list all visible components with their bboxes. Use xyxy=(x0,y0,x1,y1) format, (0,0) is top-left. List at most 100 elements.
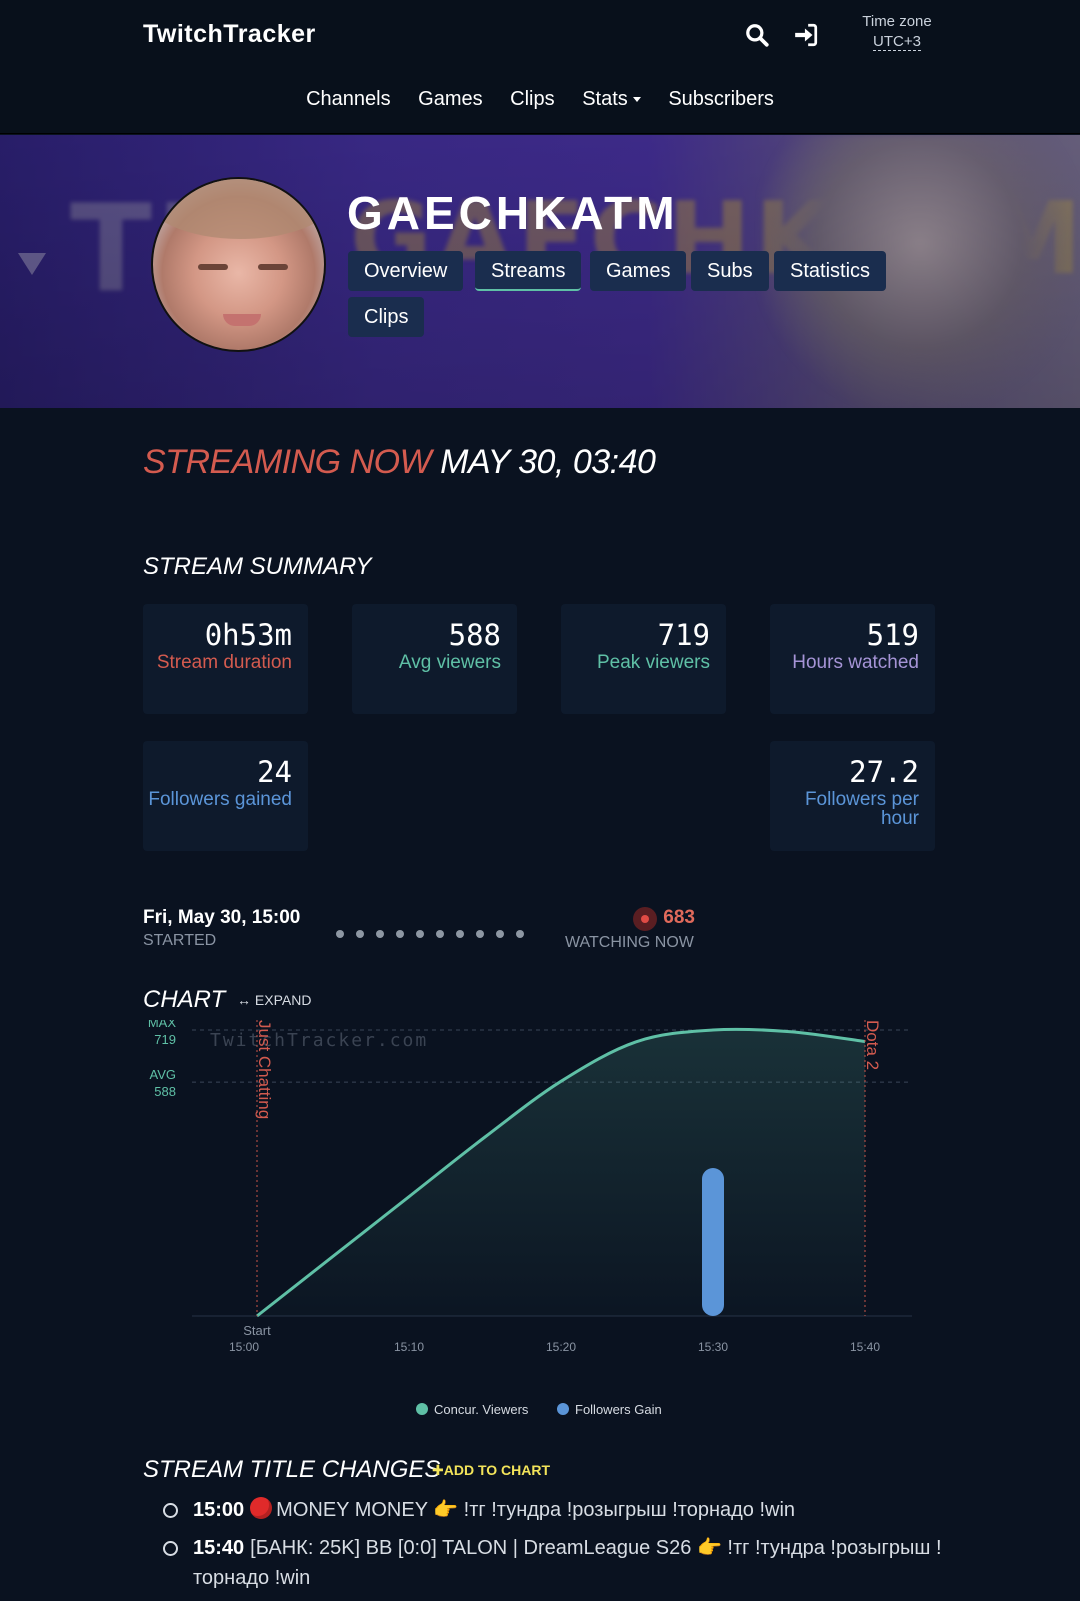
tab-statistics[interactable]: Statistics xyxy=(774,251,887,291)
x-tick-label: 15:40 xyxy=(850,1340,880,1354)
timeline-dot xyxy=(416,930,424,938)
timezone-value[interactable]: UTC+3 xyxy=(873,33,921,51)
stat-value: 0h53m xyxy=(204,618,292,652)
stream-date: MAY 30, 03:40 xyxy=(440,443,656,481)
timeline-dot xyxy=(376,930,384,938)
timeline-dots xyxy=(336,925,536,943)
timezone-label: Time zone xyxy=(862,13,932,30)
chart-heading: CHART xyxy=(143,986,226,1013)
tab-games[interactable]: Games xyxy=(590,251,687,291)
x-tick-label: 15:10 xyxy=(394,1340,424,1354)
stat-value: 27.2 xyxy=(849,755,919,789)
title-text: MONEY MONEY 👉 !тг !тундра !розыгрыш !тор… xyxy=(276,1499,796,1521)
stat-card-hours-watched: 519 Hours watched xyxy=(770,604,935,714)
title-time: 15:00 xyxy=(193,1499,245,1521)
max-value: 719 xyxy=(154,1032,176,1047)
legend-swatch xyxy=(557,1403,569,1415)
expand-label: EXPAND xyxy=(254,992,312,1008)
tab-clips[interactable]: Clips xyxy=(348,297,425,337)
list-item: 15:40 [БАНК: 25K] BB [0:0] TALON | DreamL… xyxy=(163,1533,943,1593)
started-label: STARTED xyxy=(143,932,217,949)
timezone-selector[interactable]: Time zone UTC+3 xyxy=(852,13,942,51)
expand-arrows-icon: ↔ xyxy=(237,992,251,1008)
banner-triangle-shape xyxy=(18,253,46,275)
avg-label: AVG xyxy=(150,1067,177,1082)
timeline-dot xyxy=(336,930,344,938)
avatar-eye-left xyxy=(198,264,228,270)
x-tick-label: 15:30 xyxy=(698,1340,728,1354)
game-marker-label: Dota 2 xyxy=(863,1020,882,1070)
brand-logo[interactable]: TwitchTracker xyxy=(143,20,316,48)
watching-count: 683 xyxy=(663,907,695,929)
tab-overview[interactable]: Overview xyxy=(348,251,464,291)
started-time: Fri, May 30, 15:00 xyxy=(143,907,301,928)
title-text: [БАНК: 25K] BB [0:0] TALON | DreamLeague… xyxy=(193,1537,942,1589)
red-circle-icon xyxy=(250,1497,273,1519)
nav-subscribers[interactable]: Subscribers xyxy=(668,88,774,110)
stat-value: 719 xyxy=(657,618,710,652)
nav-stats[interactable]: Stats xyxy=(582,88,641,111)
main-nav: Channels Games Clips Stats Subscribers xyxy=(0,88,1080,111)
game-marker-label: Just Chatting xyxy=(255,1020,274,1119)
live-indicator-icon xyxy=(633,907,658,931)
stat-label: Followers per hour xyxy=(804,789,919,829)
legend-viewers[interactable]: Concur. Viewers xyxy=(416,1402,528,1417)
avatar-mouth xyxy=(223,314,261,326)
timeline-dot xyxy=(516,930,524,938)
legend-swatch xyxy=(416,1403,428,1415)
stat-label: Peak viewers xyxy=(597,652,710,673)
chart-watermark: TwitchTracker.com xyxy=(210,1030,428,1051)
tab-subs[interactable]: Subs xyxy=(691,251,769,291)
stat-label: Hours watched xyxy=(792,652,919,673)
plus-icon: ✚ xyxy=(432,1462,444,1478)
login-icon[interactable] xyxy=(793,22,821,50)
nav-games[interactable]: Games xyxy=(418,88,483,110)
stat-card-peak-viewers: 719 Peak viewers xyxy=(561,604,726,714)
channel-avatar xyxy=(151,177,326,352)
caret-down-icon xyxy=(632,97,641,103)
streaming-now-label: STREAMING NOW xyxy=(143,443,432,481)
stream-summary-heading: STREAM SUMMARY xyxy=(143,553,372,580)
followers-bar xyxy=(702,1168,724,1316)
avg-value: 588 xyxy=(154,1084,176,1099)
title-changes-list: 15:00 MONEY MONEY 👉 !тг !тундра !розыгрыш… xyxy=(163,1495,943,1601)
stat-value: 24 xyxy=(257,755,292,789)
max-label: MAX xyxy=(148,1020,177,1030)
nav-channels[interactable]: Channels xyxy=(306,88,391,110)
watching-now: 683 WATCHING NOW xyxy=(565,907,695,952)
stat-label: Followers gained xyxy=(148,789,292,810)
timeline-dot xyxy=(496,930,504,938)
x-tick-label: 15:20 xyxy=(546,1340,576,1354)
stat-label: Avg viewers xyxy=(398,652,501,673)
stat-card-duration: 0h53m Stream duration xyxy=(143,604,308,714)
expand-button[interactable]: ↔ EXPAND xyxy=(237,992,311,1008)
x-start-label: Start xyxy=(243,1323,271,1338)
stat-value: 519 xyxy=(866,618,919,652)
timeline-dot xyxy=(456,930,464,938)
nav-clips[interactable]: Clips xyxy=(510,88,555,110)
tab-streams[interactable]: Streams xyxy=(475,251,582,291)
nav-stats-label: Stats xyxy=(582,88,628,110)
avatar-eye-right xyxy=(258,264,288,270)
legend-label: Followers Gain xyxy=(575,1402,662,1417)
timeline-dot xyxy=(476,930,484,938)
search-icon[interactable] xyxy=(744,22,772,50)
list-item: 15:00 MONEY MONEY 👉 !тг !тундра !розыгрыш… xyxy=(163,1495,943,1525)
add-to-chart-button[interactable]: ✚ADD TO CHART xyxy=(432,1462,550,1479)
timeline-dot xyxy=(396,930,404,938)
channel-name: GAECHKATM xyxy=(347,187,679,239)
stat-value: 588 xyxy=(448,618,501,652)
stat-card-followers-per-hour: 27.2 Followers per hour xyxy=(770,741,935,851)
top-navbar: TwitchTracker Time zone UTC+3 Channels G… xyxy=(0,0,1080,134)
legend-label: Concur. Viewers xyxy=(434,1402,529,1417)
add-to-chart-label: ADD TO CHART xyxy=(443,1462,551,1478)
viewers-line xyxy=(256,1027,866,1318)
viewers-area xyxy=(257,1029,865,1316)
stat-label: Stream duration xyxy=(156,652,292,673)
stream-status-heading: STREAMING NOW MAY 30, 03:40 xyxy=(143,443,656,482)
timeline-dot xyxy=(436,930,444,938)
stat-card-followers-gained: 24 Followers gained xyxy=(143,741,308,851)
watching-label: WATCHING NOW xyxy=(565,934,694,951)
legend-followers[interactable]: Followers Gain xyxy=(557,1402,662,1417)
